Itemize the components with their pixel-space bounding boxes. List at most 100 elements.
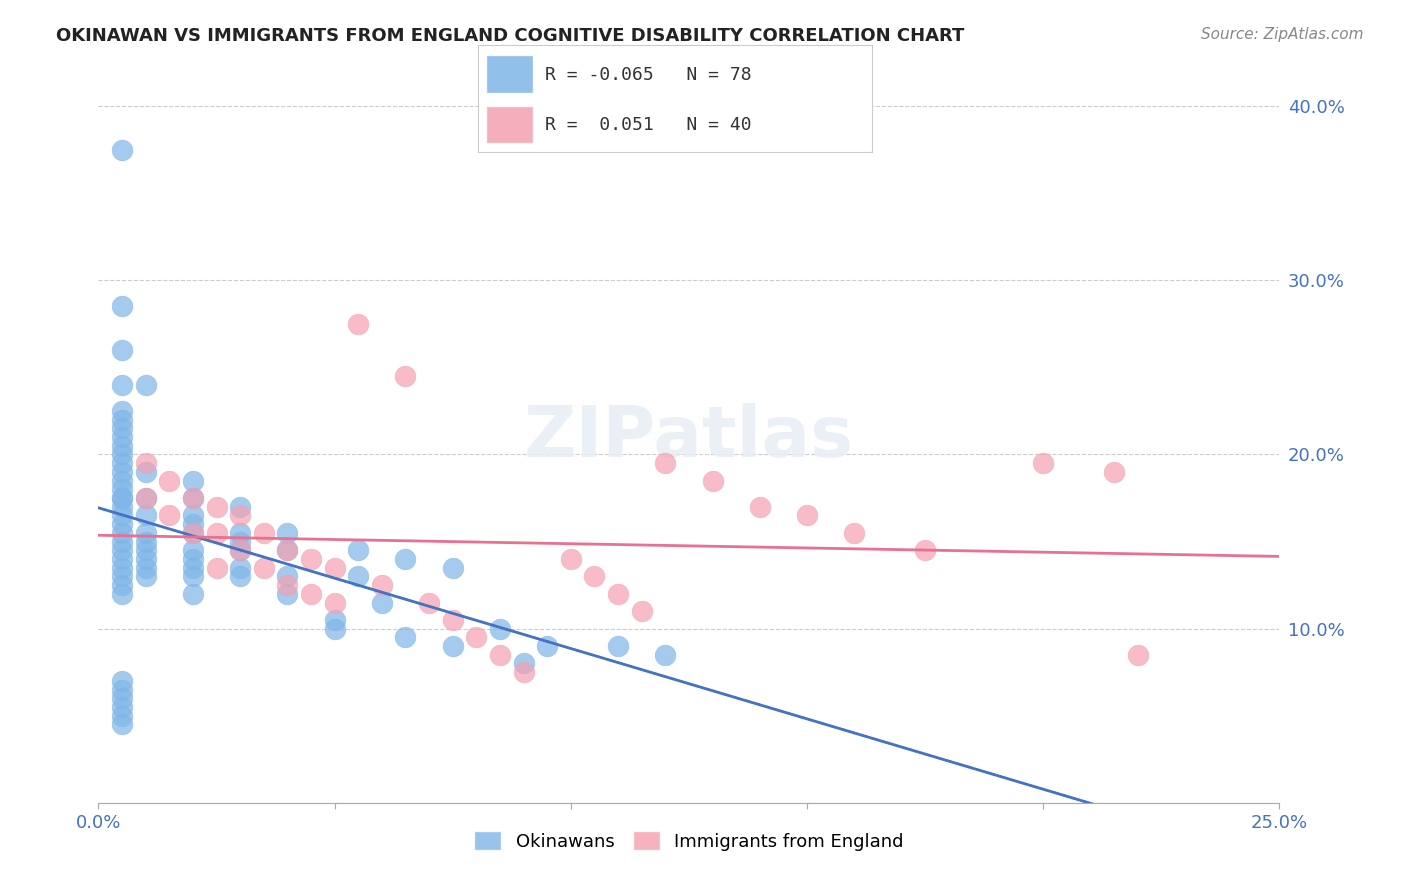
Point xyxy=(111,691,134,706)
Point xyxy=(111,552,134,566)
Point xyxy=(347,569,370,583)
Point xyxy=(111,578,134,592)
Point xyxy=(135,569,157,583)
Point xyxy=(111,421,134,435)
Point xyxy=(229,560,252,574)
Point xyxy=(111,300,134,314)
Point xyxy=(347,543,370,558)
Point xyxy=(229,525,252,540)
Point xyxy=(111,543,134,558)
Point xyxy=(111,587,134,601)
Text: R =  0.051   N = 40: R = 0.051 N = 40 xyxy=(546,116,752,134)
Point xyxy=(276,525,298,540)
Point xyxy=(844,525,866,540)
Point xyxy=(253,560,276,574)
Point xyxy=(181,474,204,488)
Text: Source: ZipAtlas.com: Source: ZipAtlas.com xyxy=(1201,27,1364,42)
Point xyxy=(111,700,134,714)
Legend: Okinawans, Immigrants from England: Okinawans, Immigrants from England xyxy=(465,822,912,860)
Point xyxy=(441,613,464,627)
Point xyxy=(347,317,370,331)
Point xyxy=(560,552,582,566)
Point xyxy=(323,595,346,609)
FancyBboxPatch shape xyxy=(486,55,533,93)
Point xyxy=(276,578,298,592)
Point xyxy=(181,560,204,574)
Point xyxy=(748,500,770,514)
Text: ZIPatlas: ZIPatlas xyxy=(524,402,853,472)
Point xyxy=(111,404,134,418)
Point xyxy=(1126,648,1149,662)
Point xyxy=(276,569,298,583)
Point xyxy=(181,491,204,505)
Point xyxy=(394,369,416,384)
Point xyxy=(418,595,440,609)
Point xyxy=(229,500,252,514)
Point xyxy=(512,657,534,671)
Point xyxy=(914,543,936,558)
Point xyxy=(276,543,298,558)
Point xyxy=(630,604,652,618)
Point xyxy=(157,474,180,488)
Point xyxy=(299,587,322,601)
Point xyxy=(654,648,676,662)
Point xyxy=(111,534,134,549)
Point xyxy=(111,508,134,523)
Text: R = -0.065   N = 78: R = -0.065 N = 78 xyxy=(546,66,752,84)
Point xyxy=(135,491,157,505)
Point xyxy=(157,508,180,523)
Point xyxy=(111,708,134,723)
Point xyxy=(276,587,298,601)
Point xyxy=(135,525,157,540)
Point xyxy=(181,552,204,566)
Point xyxy=(111,143,134,157)
Point xyxy=(111,491,134,505)
Point xyxy=(205,560,228,574)
Point xyxy=(111,525,134,540)
FancyBboxPatch shape xyxy=(486,105,533,143)
Point xyxy=(371,595,394,609)
Point xyxy=(111,439,134,453)
Point xyxy=(111,412,134,426)
Point xyxy=(276,543,298,558)
Point xyxy=(135,552,157,566)
Point xyxy=(181,543,204,558)
Point xyxy=(323,560,346,574)
Point xyxy=(229,543,252,558)
Point xyxy=(607,587,630,601)
Point xyxy=(205,525,228,540)
Point xyxy=(1102,465,1125,479)
Point xyxy=(323,613,346,627)
Point xyxy=(111,456,134,470)
Point xyxy=(181,587,204,601)
Point xyxy=(607,639,630,653)
Point xyxy=(111,569,134,583)
Point xyxy=(229,508,252,523)
Point xyxy=(253,525,276,540)
Point xyxy=(111,448,134,462)
Point xyxy=(394,631,416,645)
Point xyxy=(111,430,134,444)
Point xyxy=(111,377,134,392)
Point xyxy=(181,525,204,540)
Point xyxy=(796,508,818,523)
Point xyxy=(441,560,464,574)
Point xyxy=(583,569,606,583)
Point xyxy=(1032,456,1054,470)
Point xyxy=(229,534,252,549)
Text: OKINAWAN VS IMMIGRANTS FROM ENGLAND COGNITIVE DISABILITY CORRELATION CHART: OKINAWAN VS IMMIGRANTS FROM ENGLAND COGN… xyxy=(56,27,965,45)
Point xyxy=(394,552,416,566)
Point xyxy=(229,543,252,558)
Point xyxy=(205,500,228,514)
Point xyxy=(111,717,134,731)
Point xyxy=(111,682,134,697)
Point xyxy=(371,578,394,592)
Point xyxy=(181,525,204,540)
Point xyxy=(654,456,676,470)
Point xyxy=(111,343,134,357)
Point xyxy=(111,560,134,574)
Point xyxy=(489,648,512,662)
Point xyxy=(111,474,134,488)
Point xyxy=(135,508,157,523)
Point xyxy=(536,639,558,653)
